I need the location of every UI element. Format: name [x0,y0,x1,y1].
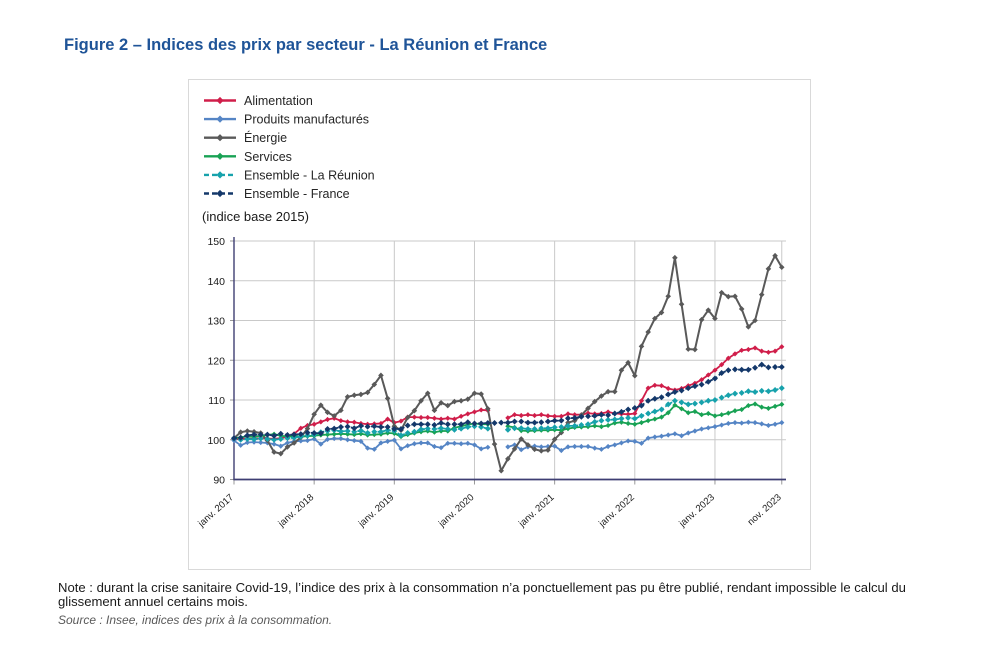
svg-text:Ensemble - La Réunion: Ensemble - La Réunion [244,168,375,182]
svg-text:Alimentation: Alimentation [244,94,313,108]
svg-text:Services: Services [244,150,292,164]
svg-text:100: 100 [207,435,225,447]
svg-text:Énergie: Énergie [244,130,287,145]
svg-text:130: 130 [207,316,225,328]
svg-text:110: 110 [208,395,225,407]
svg-text:(indice base 2015): (indice base 2015) [202,209,309,224]
svg-text:120: 120 [207,355,225,367]
svg-text:90: 90 [213,475,225,487]
svg-text:Ensemble - France: Ensemble - France [244,187,350,201]
svg-text:Produits manufacturés: Produits manufacturés [244,113,369,127]
svg-text:150: 150 [207,236,225,248]
svg-text:140: 140 [207,276,225,288]
